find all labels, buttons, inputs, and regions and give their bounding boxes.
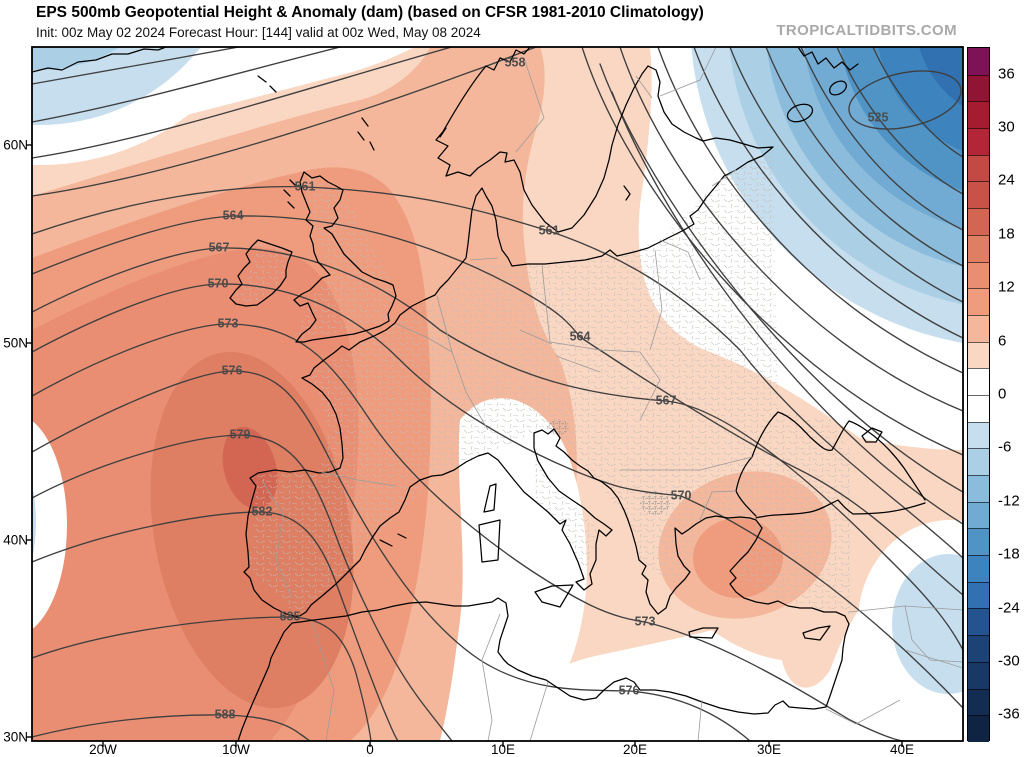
contour-label-579-14: 579: [230, 428, 251, 442]
colorbar-cell-13: [968, 394, 989, 422]
lat-label-40N: 40N: [3, 532, 28, 548]
colorbar-cell-20: [968, 581, 989, 609]
lon-label-20W: 20W: [89, 742, 117, 757]
cold-anomaly-shading: [32, 47, 963, 694]
lon-label-10E: 10E: [490, 742, 516, 757]
colorbar-tick-18: 18: [998, 225, 1015, 243]
colorbar-cell-23: [968, 661, 989, 689]
colorbar-cell-21: [968, 608, 989, 636]
contour-label-567-6: 567: [209, 241, 230, 255]
contour-label-558-1: 558: [505, 56, 526, 70]
colorbar-tick--30: -30: [998, 652, 1020, 670]
contour-label-576-12: 576: [222, 364, 243, 378]
tropicaltidbits-watermark[interactable]: TROPICALTIDBITS.COM: [776, 22, 957, 39]
axis-ticks: [26, 144, 903, 747]
colorbar-cell-22: [968, 635, 989, 662]
colorbar-cell-7: [968, 234, 989, 262]
colorbar-cell-9: [968, 288, 989, 315]
lat-label-30N: 30N: [3, 729, 28, 745]
colorbar-cell-1: [968, 74, 989, 102]
colorbar-cell-15: [968, 448, 989, 475]
coastlines: [32, 47, 926, 741]
colorbar-tick-6: 6: [998, 332, 1007, 350]
colorbar-cell-17: [968, 501, 989, 529]
colorbar-cell-14: [968, 421, 989, 449]
colorbar-cell-10: [968, 314, 989, 342]
map-frame: [31, 46, 964, 742]
colorbar-tick-12: 12: [998, 278, 1015, 296]
admin-boundaries-texture: [230, 147, 852, 617]
contour-label-567-7: 567: [656, 394, 677, 408]
page-title: EPS 500mb Geopotential Height & Anomaly …: [36, 4, 704, 21]
lon-label-20E: 20E: [622, 742, 648, 757]
colorbar-tick-36: 36: [998, 65, 1015, 83]
colorbar-cell-8: [968, 261, 989, 289]
lon-label-40E: 40E: [889, 742, 915, 757]
colorbar-cell-25: [968, 715, 989, 742]
colorbar-tick--24: -24: [998, 599, 1020, 617]
colorbar-cell-19: [968, 555, 989, 582]
colorbar-cell-5: [968, 181, 989, 209]
colorbar-cell-6: [968, 208, 989, 235]
height-contour-lines: [32, 47, 963, 741]
country-borders: [261, 47, 963, 741]
contour-labels: 525 558 561 561 564 564 567 567 570 570 573 573 576 5…: [208, 56, 889, 722]
lon-label-30E: 30E: [756, 742, 782, 757]
contour-label-585-16: 585: [280, 610, 301, 624]
colorbar-cell-2: [968, 101, 989, 129]
contour-label-525-0: 525: [868, 111, 889, 125]
colorbar-tick--6: -6: [998, 438, 1012, 456]
colorbar-cell-4: [968, 154, 989, 182]
colorbar-tick--36: -36: [998, 705, 1020, 723]
colorbar-tick--12: -12: [998, 492, 1020, 510]
lon-label-10W: 10W: [222, 742, 250, 757]
colorbar-cell-3: [968, 128, 989, 155]
colorbar-tick-0: 0: [998, 385, 1007, 403]
contour-label-564-4: 564: [223, 209, 244, 223]
colorbar-cell-12: [968, 368, 989, 395]
warm-anomaly-shading: [32, 47, 963, 741]
lat-label-50N: 50N: [3, 335, 28, 351]
contour-label-570-9: 570: [671, 489, 692, 503]
colorbar-cell-24: [968, 688, 989, 716]
contour-label-561-2: 561: [295, 180, 316, 194]
contour-label-570-8: 570: [208, 277, 229, 291]
colorbar-cell-16: [968, 475, 989, 502]
lat-label-60N: 60N: [3, 137, 28, 153]
init-valid-subtitle: Init: 00z May 02 2024 Forecast Hour: [14…: [36, 25, 481, 40]
contour-label-561-3: 561: [539, 224, 560, 238]
contour-label-573-11: 573: [635, 615, 656, 629]
contour-label-564-5: 564: [570, 330, 591, 344]
contour-label-576-13: 576: [619, 684, 640, 698]
colorbar-tick-30: 30: [998, 118, 1015, 136]
contour-label-588-17: 588: [215, 708, 236, 722]
colorbar-tick--18: -18: [998, 545, 1020, 563]
colorbar-cell-0: [968, 48, 989, 75]
anomaly-colorbar: [967, 47, 990, 742]
contour-label-582-15: 582: [252, 505, 273, 519]
lon-label-0: 0: [366, 742, 374, 757]
contour-label-573-10: 573: [218, 317, 239, 331]
colorbar-tick-24: 24: [998, 171, 1015, 189]
colorbar-cell-11: [968, 341, 989, 369]
colorbar-cell-18: [968, 528, 989, 556]
